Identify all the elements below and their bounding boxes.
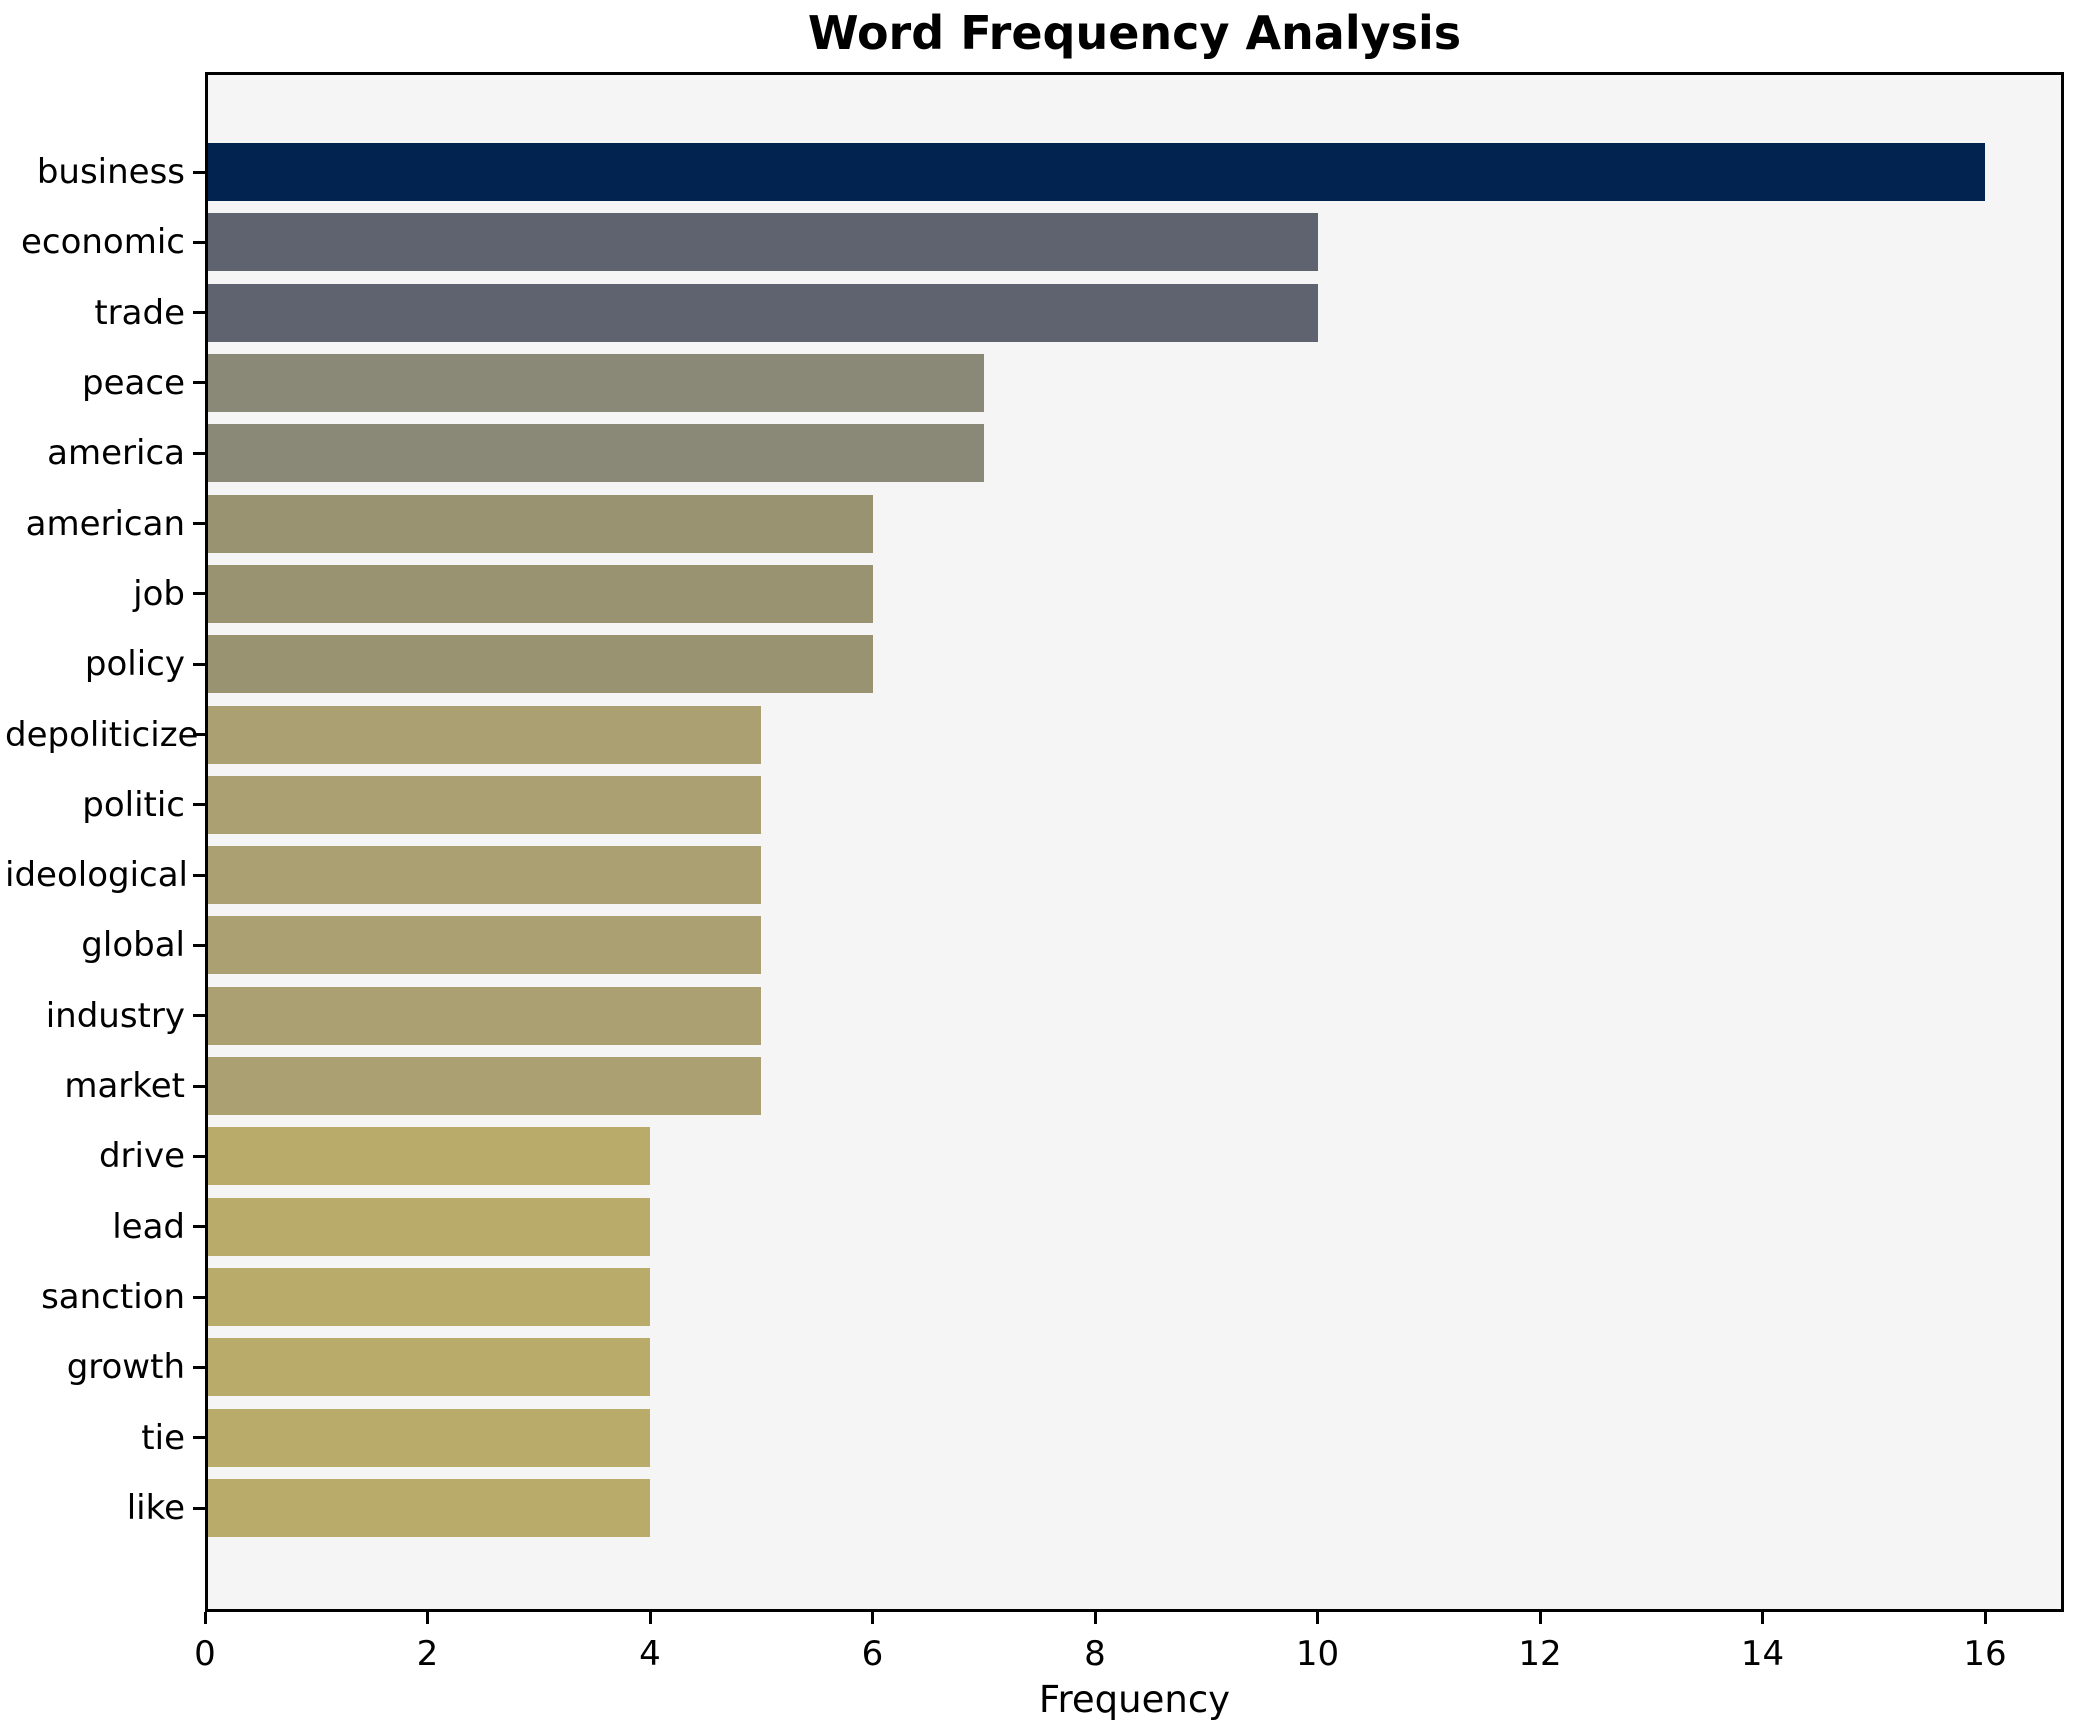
bar-sanction bbox=[208, 1268, 650, 1327]
x-tick-label-4: 4 bbox=[639, 1634, 661, 1674]
chart-title: Word Frequency Analysis bbox=[807, 6, 1462, 60]
y-tick-mark bbox=[193, 522, 205, 526]
x-tick-mark bbox=[1316, 1612, 1319, 1624]
y-tick-mark bbox=[193, 1506, 205, 1510]
x-tick-mark bbox=[871, 1612, 874, 1624]
y-tick-mark bbox=[193, 873, 205, 877]
bar-economic bbox=[208, 213, 1318, 272]
x-tick-mark bbox=[203, 1612, 207, 1624]
x-tick-label-2: 2 bbox=[416, 1634, 439, 1674]
y-tick-mark bbox=[193, 381, 205, 385]
bar-business bbox=[208, 143, 1985, 201]
y-tick-mark bbox=[193, 240, 205, 244]
x-tick-label-14: 14 bbox=[1740, 1634, 1785, 1674]
y-tick-label-like: like bbox=[126, 1488, 185, 1528]
y-tick-label-politic: politic bbox=[82, 784, 185, 825]
y-tick-label-peace: peace bbox=[82, 362, 185, 403]
y-tick-mark bbox=[193, 311, 205, 315]
y-tick-label-job: job bbox=[133, 573, 185, 614]
y-tick-label-lead: lead bbox=[112, 1206, 185, 1247]
bar-ideological bbox=[208, 846, 762, 905]
y-tick-label-policy: policy bbox=[84, 644, 185, 685]
y-tick-mark bbox=[193, 1154, 205, 1158]
x-tick-mark bbox=[648, 1612, 652, 1624]
y-tick-label-market: market bbox=[64, 1066, 185, 1107]
x-tick-label-16: 16 bbox=[1963, 1634, 2007, 1674]
x-tick-label-6: 6 bbox=[861, 1634, 884, 1674]
bar-trade bbox=[208, 283, 1318, 342]
bar-lead bbox=[208, 1197, 650, 1256]
x-tick-mark bbox=[1761, 1612, 1764, 1624]
y-tick-mark bbox=[193, 1084, 205, 1088]
y-tick-label-drive: drive bbox=[98, 1136, 185, 1177]
y-tick-mark bbox=[193, 1436, 205, 1440]
bar-drive bbox=[208, 1127, 650, 1186]
y-tick-label-america: america bbox=[47, 433, 185, 474]
y-tick-label-tie: tie bbox=[141, 1417, 185, 1458]
x-tick-label-12: 12 bbox=[1518, 1634, 1562, 1674]
y-tick-mark bbox=[193, 1295, 205, 1299]
bar-growth bbox=[208, 1338, 650, 1397]
bar-politic bbox=[208, 775, 762, 834]
bar-policy bbox=[208, 635, 873, 694]
x-tick-label-8: 8 bbox=[1084, 1634, 1106, 1674]
y-tick-label-trade: trade bbox=[94, 292, 185, 333]
x-tick-mark bbox=[1983, 1612, 1987, 1624]
bar-industry bbox=[208, 986, 762, 1045]
y-tick-label-business: business bbox=[36, 152, 185, 192]
bar-like bbox=[208, 1479, 650, 1537]
y-tick-label-depoliticize: depoliticize bbox=[5, 714, 199, 755]
y-tick-mark bbox=[193, 1225, 205, 1229]
y-tick-label-industry: industry bbox=[45, 995, 185, 1036]
y-tick-mark bbox=[193, 943, 205, 947]
y-tick-mark bbox=[193, 803, 205, 807]
x-axis-title: Frequency bbox=[1038, 1678, 1231, 1721]
bar-peace bbox=[208, 353, 984, 412]
y-tick-mark bbox=[193, 1014, 205, 1018]
bar-american bbox=[208, 494, 873, 553]
x-tick-mark bbox=[1093, 1612, 1097, 1624]
y-tick-label-ideological: ideological bbox=[5, 855, 188, 896]
y-tick-mark bbox=[193, 662, 205, 666]
y-tick-label-american: american bbox=[25, 503, 185, 544]
y-tick-label-growth: growth bbox=[66, 1347, 185, 1388]
bar-job bbox=[208, 564, 873, 623]
bar-depoliticize bbox=[208, 705, 762, 764]
x-tick-mark bbox=[1538, 1612, 1542, 1624]
y-tick-mark bbox=[193, 170, 205, 174]
x-tick-label-10: 10 bbox=[1295, 1634, 1340, 1674]
y-tick-mark bbox=[193, 733, 205, 737]
bar-market bbox=[208, 1057, 762, 1116]
x-tick-mark bbox=[426, 1612, 429, 1624]
y-tick-label-economic: economic bbox=[20, 222, 185, 263]
x-tick-label-0: 0 bbox=[194, 1634, 216, 1674]
y-tick-mark bbox=[193, 1365, 205, 1369]
bar-global bbox=[208, 916, 762, 975]
y-tick-mark bbox=[193, 451, 205, 455]
bar-america bbox=[208, 424, 984, 483]
y-tick-label-sanction: sanction bbox=[41, 1277, 185, 1318]
y-tick-label-global: global bbox=[81, 925, 185, 966]
bar-tie bbox=[208, 1408, 650, 1467]
y-tick-mark bbox=[193, 592, 205, 596]
